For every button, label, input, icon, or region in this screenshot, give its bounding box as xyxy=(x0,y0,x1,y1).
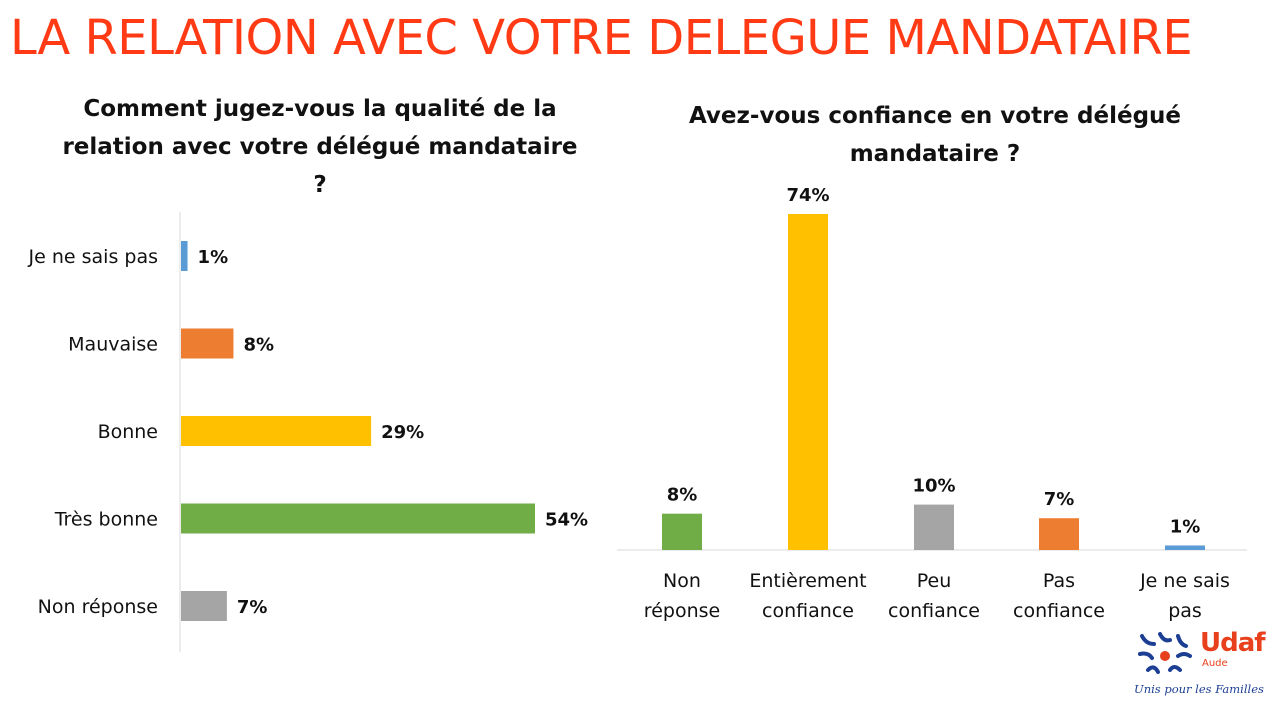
trust-bar xyxy=(788,214,828,550)
trust-category-label: Je ne sais xyxy=(1139,570,1230,592)
trust-category-label: Pas xyxy=(1043,570,1075,592)
quality-value-label: 1% xyxy=(198,247,229,268)
quality-bar xyxy=(181,328,234,359)
trust-bar xyxy=(1039,518,1079,550)
trust-bar xyxy=(914,504,954,550)
trust-category-label: Peu xyxy=(917,570,952,592)
quality-bar xyxy=(181,416,372,446)
trust-category-label: confiance xyxy=(762,600,854,622)
quality-bar xyxy=(181,591,227,621)
quality-value-label: 54% xyxy=(545,510,588,531)
logo-subtitle: Aude xyxy=(1202,658,1228,669)
trust-value-label: 1% xyxy=(1170,516,1201,537)
trust-category-label: réponse xyxy=(644,600,720,622)
trust-value-label: 10% xyxy=(912,476,955,497)
trust-bar xyxy=(662,513,702,550)
quality-bar xyxy=(181,241,188,271)
trust-category-label: confiance xyxy=(1013,600,1105,622)
trust-value-label: 8% xyxy=(667,485,698,506)
quality-bar xyxy=(181,503,535,534)
trust-value-label: 74% xyxy=(786,185,829,206)
quality-category-label: Très bonne xyxy=(54,509,158,531)
logo-brand: Udaf xyxy=(1200,628,1266,658)
quality-category-label: Bonne xyxy=(98,421,158,443)
logo-tagline: Unis pour les Familles xyxy=(1134,682,1264,696)
quality-category-label: Non réponse xyxy=(38,596,158,618)
trust-chart-title: Avez-vous confiance en votre délégué man… xyxy=(688,103,1182,167)
quality-category-label: Mauvaise xyxy=(68,334,158,356)
quality-value-label: 7% xyxy=(237,597,268,618)
trust-value-label: 7% xyxy=(1044,489,1075,510)
quality-value-label: 8% xyxy=(243,335,274,356)
trust-category-label: confiance xyxy=(888,600,980,622)
trust-category-label: Entièrement xyxy=(749,570,866,592)
udaf-family-icon xyxy=(1138,632,1192,674)
quality-value-label: 29% xyxy=(381,422,424,443)
quality-category-label: Je ne sais pas xyxy=(28,246,158,268)
quality-bar-chart: Je ne sais pas 1% Mauvaise 8% Bonne 29% Très b… xyxy=(28,212,588,652)
page-title: LA RELATION AVEC VOTRE DELEGUE MANDATAIR… xyxy=(10,10,1193,66)
udaf-logo: Udaf Aude Unis pour les Familles xyxy=(1134,628,1274,708)
trust-bar xyxy=(1165,545,1205,550)
trust-category-label: pas xyxy=(1168,600,1202,622)
quality-chart-title: Comment jugez-vous la qualité de la rela… xyxy=(62,96,578,198)
trust-category-label: Non xyxy=(663,570,701,592)
